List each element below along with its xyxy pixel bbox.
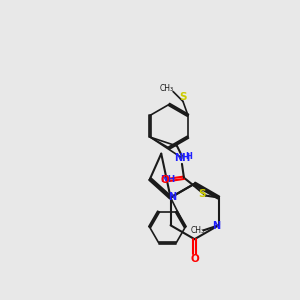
Text: CH₃: CH₃ bbox=[160, 84, 174, 93]
Text: S: S bbox=[179, 92, 187, 101]
Text: N: N bbox=[213, 221, 221, 231]
Text: N: N bbox=[169, 192, 177, 202]
Text: NH: NH bbox=[174, 153, 190, 163]
Text: S: S bbox=[198, 189, 206, 199]
Text: O: O bbox=[190, 254, 199, 264]
Text: O: O bbox=[161, 175, 170, 185]
Text: H: H bbox=[185, 152, 192, 161]
Text: NH: NH bbox=[160, 175, 176, 184]
Text: CH₃: CH₃ bbox=[191, 226, 205, 235]
